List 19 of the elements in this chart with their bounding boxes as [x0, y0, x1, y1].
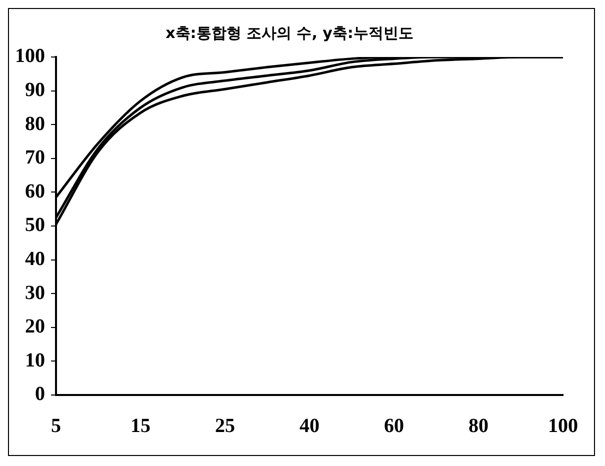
y-tick-label: 10: [25, 349, 45, 372]
y-tick-label: 90: [25, 78, 45, 101]
x-tick-label: 60: [384, 415, 404, 438]
y-tick-label: 80: [25, 112, 45, 135]
x-tick-label: 80: [468, 415, 488, 438]
chart-title: x축:통합형 조사의 수, y축:누적빈도: [166, 24, 414, 42]
y-tick-label: 50: [25, 214, 45, 236]
x-tick-label: 25: [215, 415, 235, 438]
y-tick-label: 20: [25, 316, 45, 338]
y-tick-label: 30: [25, 282, 45, 304]
x-tick-label: 40: [300, 415, 320, 438]
y-tick-label: 100: [15, 45, 45, 68]
y-tick-label: 70: [25, 146, 45, 169]
x-tick-label: 100: [548, 415, 578, 438]
x-tick-label: 5: [51, 415, 61, 438]
y-tick-label: 60: [25, 180, 45, 202]
y-tick-label: 40: [25, 248, 45, 270]
x-tick-label: 15: [130, 415, 150, 438]
y-tick-label: 0: [35, 383, 45, 406]
